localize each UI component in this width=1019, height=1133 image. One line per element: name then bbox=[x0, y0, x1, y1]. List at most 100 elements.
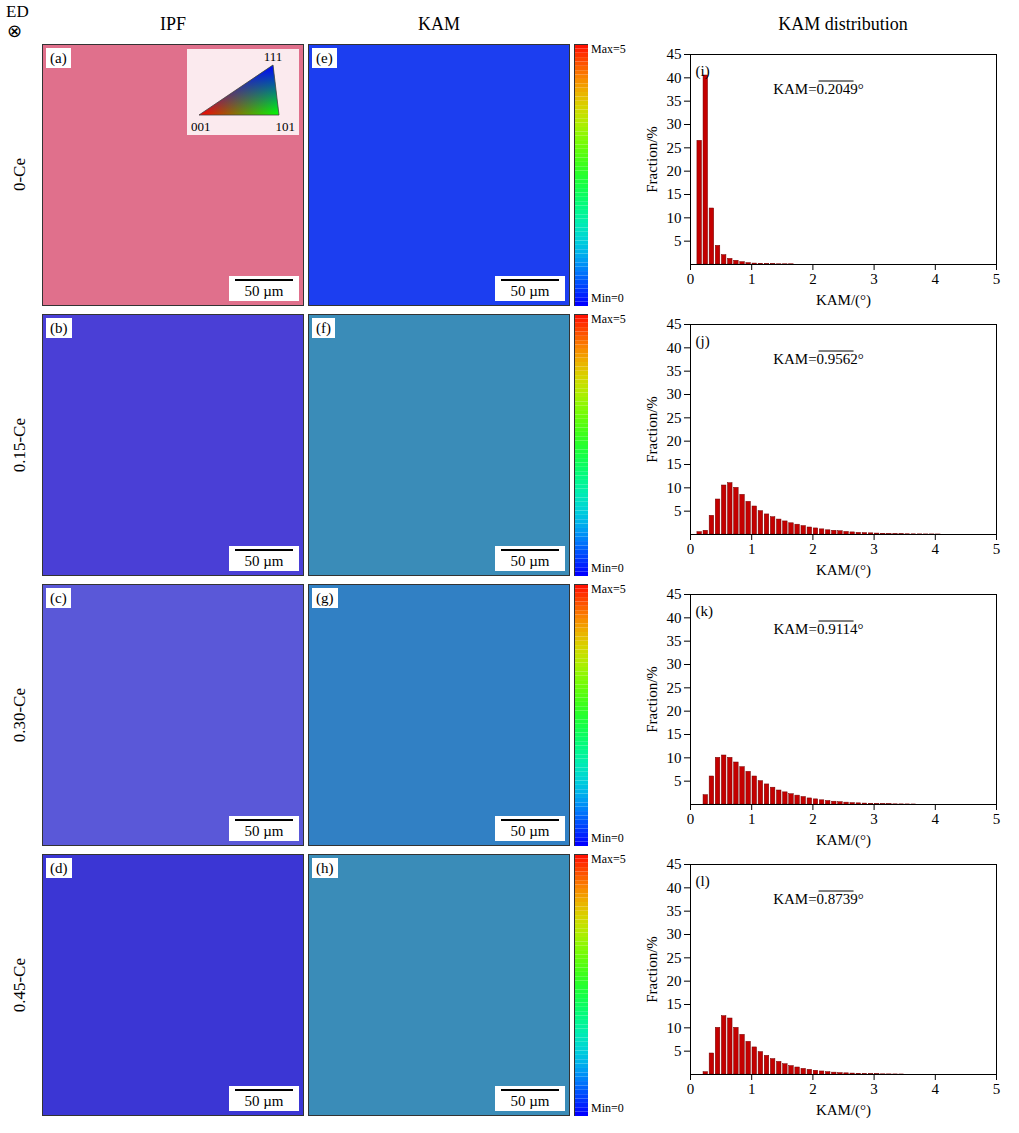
svg-text:40: 40 bbox=[667, 340, 682, 356]
svg-text:5: 5 bbox=[993, 811, 1001, 827]
svg-text:20: 20 bbox=[667, 433, 682, 449]
html-text:(b): (b) bbox=[50, 320, 68, 336]
svg-text:(i): (i) bbox=[696, 63, 710, 80]
svg-text:4: 4 bbox=[932, 811, 940, 827]
svg-text:0: 0 bbox=[687, 811, 695, 827]
svg-text:10: 10 bbox=[667, 480, 682, 496]
svg-text:5: 5 bbox=[674, 503, 682, 519]
svg-text:KAM=0.2049°: KAM=0.2049° bbox=[773, 81, 864, 97]
html-text:50 µm: 50 µm bbox=[510, 823, 550, 839]
svg-text:101: 101 bbox=[276, 119, 296, 134]
svg-text:5: 5 bbox=[674, 773, 682, 789]
svg-text:35: 35 bbox=[667, 633, 682, 649]
html-text:(c): (c) bbox=[50, 590, 67, 606]
svg-text:30: 30 bbox=[667, 116, 682, 132]
svg-text:10: 10 bbox=[667, 1020, 682, 1036]
svg-text:(j): (j) bbox=[696, 333, 710, 350]
svg-text:15: 15 bbox=[667, 186, 682, 202]
svg-text:35: 35 bbox=[667, 903, 682, 919]
html-text:50 µm: 50 µm bbox=[244, 553, 284, 569]
svg-text:(k): (k) bbox=[696, 603, 714, 620]
svg-text:001: 001 bbox=[191, 119, 211, 134]
html-text:0.45-Ce: 0.45-Ce bbox=[10, 957, 29, 1013]
svg-text:Fraction/%: Fraction/% bbox=[644, 396, 660, 463]
svg-text:KAM=0.9114°: KAM=0.9114° bbox=[773, 621, 863, 637]
svg-text:10: 10 bbox=[667, 210, 682, 226]
svg-text:KAM/(°): KAM/(°) bbox=[816, 562, 871, 579]
svg-text:1: 1 bbox=[748, 1081, 756, 1097]
svg-text:45: 45 bbox=[667, 316, 682, 332]
svg-text:35: 35 bbox=[667, 93, 682, 109]
html-text:(a): (a) bbox=[50, 50, 67, 66]
svg-text:3: 3 bbox=[870, 1081, 878, 1097]
svg-text:(l): (l) bbox=[696, 873, 710, 890]
svg-text:45: 45 bbox=[667, 856, 682, 872]
svg-text:4: 4 bbox=[932, 271, 940, 287]
svg-text:1: 1 bbox=[748, 541, 756, 557]
svg-text:KAM/(°): KAM/(°) bbox=[816, 832, 871, 849]
svg-text:40: 40 bbox=[667, 610, 682, 626]
svg-text:Fraction/%: Fraction/% bbox=[644, 936, 660, 1003]
svg-text:30: 30 bbox=[667, 656, 682, 672]
html-text:50 µm: 50 µm bbox=[244, 283, 284, 299]
svg-text:Fraction/%: Fraction/% bbox=[644, 666, 660, 733]
svg-text:1: 1 bbox=[748, 811, 756, 827]
svg-text:5: 5 bbox=[674, 1043, 682, 1059]
html-text:50 µm: 50 µm bbox=[244, 1093, 284, 1109]
svg-text:2: 2 bbox=[809, 811, 817, 827]
svg-text:111: 111 bbox=[264, 49, 283, 64]
svg-text:4: 4 bbox=[932, 1081, 940, 1097]
svg-text:5: 5 bbox=[993, 541, 1001, 557]
svg-text:15: 15 bbox=[667, 996, 682, 1012]
svg-text:15: 15 bbox=[667, 726, 682, 742]
svg-text:0: 0 bbox=[687, 541, 695, 557]
svg-text:40: 40 bbox=[667, 70, 682, 86]
svg-text:20: 20 bbox=[667, 703, 682, 719]
svg-text:35: 35 bbox=[667, 363, 682, 379]
svg-text:0: 0 bbox=[687, 1081, 695, 1097]
svg-text:2: 2 bbox=[809, 271, 817, 287]
svg-text:20: 20 bbox=[667, 163, 682, 179]
svg-text:KAM=0.9562°: KAM=0.9562° bbox=[773, 351, 864, 367]
html-text:KAM distribution: KAM distribution bbox=[778, 14, 908, 34]
svg-text:5: 5 bbox=[993, 1081, 1001, 1097]
svg-text:3: 3 bbox=[870, 271, 878, 287]
svg-text:KAM/(°): KAM/(°) bbox=[816, 292, 871, 309]
svg-text:4: 4 bbox=[932, 541, 940, 557]
svg-text:25: 25 bbox=[667, 140, 682, 156]
html-text:0.15-Ce: 0.15-Ce bbox=[10, 417, 29, 473]
html-text:(d): (d) bbox=[50, 860, 68, 876]
svg-text:10: 10 bbox=[667, 750, 682, 766]
html-text:50 µm: 50 µm bbox=[244, 823, 284, 839]
svg-text:2: 2 bbox=[809, 1081, 817, 1097]
svg-text:2: 2 bbox=[809, 541, 817, 557]
svg-text:25: 25 bbox=[667, 410, 682, 426]
svg-text:45: 45 bbox=[667, 46, 682, 62]
svg-text:3: 3 bbox=[870, 811, 878, 827]
html-text:0.30-Ce: 0.30-Ce bbox=[10, 687, 29, 743]
html-text:(g): (g) bbox=[316, 590, 334, 606]
html-text:IPF: IPF bbox=[160, 14, 186, 34]
svg-text:5: 5 bbox=[993, 271, 1001, 287]
svg-text:5: 5 bbox=[674, 233, 682, 249]
svg-text:KAM=0.8739°: KAM=0.8739° bbox=[773, 891, 864, 907]
html-text:0-Ce: 0-Ce bbox=[10, 158, 29, 192]
svg-text:20: 20 bbox=[667, 973, 682, 989]
html-text:ED: ED bbox=[6, 2, 29, 21]
svg-text:Fraction/%: Fraction/% bbox=[644, 126, 660, 193]
svg-text:0: 0 bbox=[687, 271, 695, 287]
svg-text:30: 30 bbox=[667, 926, 682, 942]
svg-text:25: 25 bbox=[667, 950, 682, 966]
svg-text:40: 40 bbox=[667, 880, 682, 896]
svg-text:15: 15 bbox=[667, 456, 682, 472]
svg-text:30: 30 bbox=[667, 386, 682, 402]
html-text:KAM: KAM bbox=[418, 14, 460, 34]
svg-text:25: 25 bbox=[667, 680, 682, 696]
svg-text:KAM/(°): KAM/(°) bbox=[816, 1102, 871, 1119]
svg-text:3: 3 bbox=[870, 541, 878, 557]
html-text:50 µm: 50 µm bbox=[510, 283, 550, 299]
svg-text:45: 45 bbox=[667, 586, 682, 602]
html-text:50 µm: 50 µm bbox=[510, 553, 550, 569]
svg-text:1: 1 bbox=[748, 271, 756, 287]
html-text:(e): (e) bbox=[316, 50, 333, 66]
